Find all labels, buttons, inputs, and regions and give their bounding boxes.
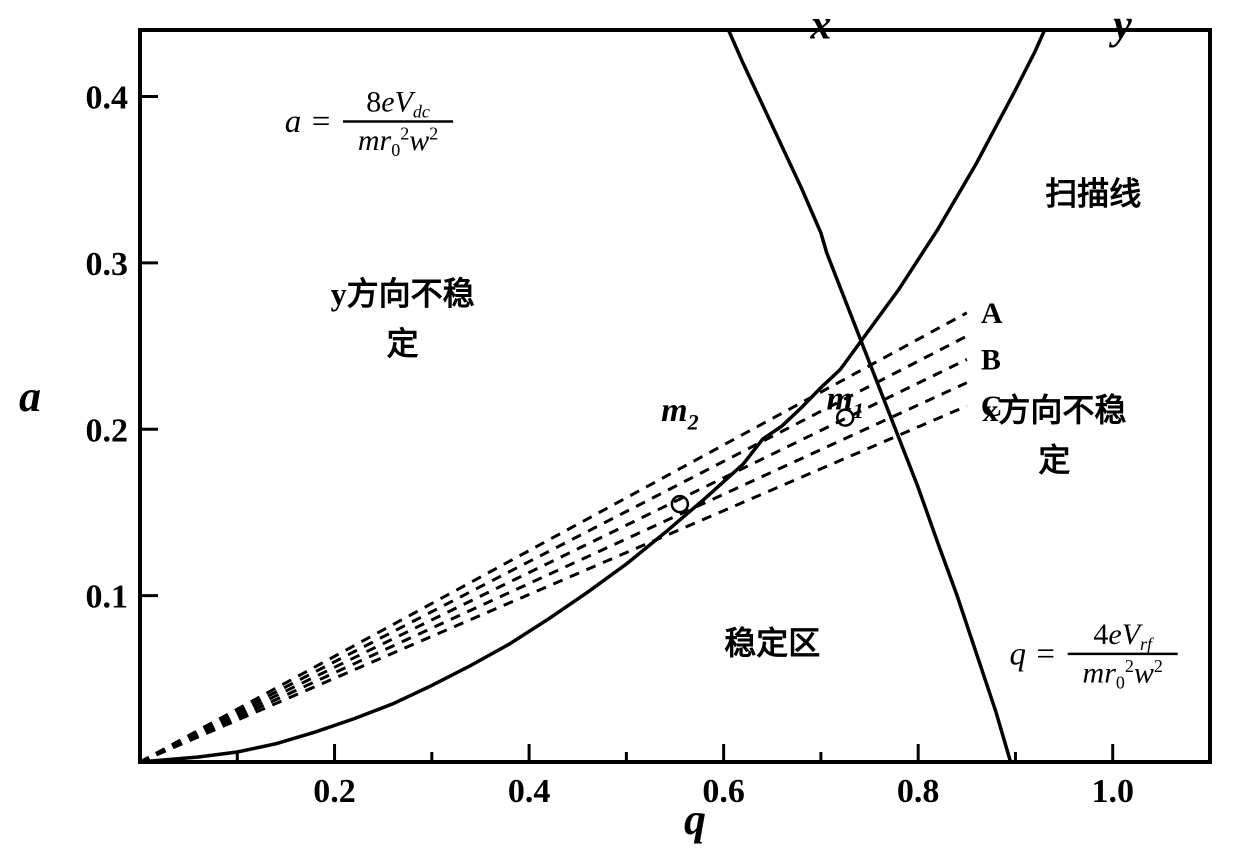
scan-line-end-label: B bbox=[981, 343, 1001, 376]
x-tick-label: 0.8 bbox=[897, 773, 940, 810]
y-tick-label: 0.3 bbox=[86, 246, 129, 283]
y-tick-label: 0.1 bbox=[86, 579, 129, 616]
y-unstable-label: y方向不稳 bbox=[331, 276, 475, 312]
svg-text:a: a bbox=[285, 104, 302, 140]
x-tick-label: 1.0 bbox=[1091, 773, 1134, 810]
x-unstable-label: x方向不稳 bbox=[982, 392, 1126, 428]
x-tick-label: 0.2 bbox=[313, 773, 356, 810]
y-unstable-label: 定 bbox=[387, 325, 419, 361]
x-tick-label: 0.4 bbox=[508, 773, 551, 810]
stability-diagram: 0.20.40.60.81.00.10.20.30.4qaABCxy扫描线y方向… bbox=[0, 0, 1240, 852]
svg-text:=: = bbox=[1036, 636, 1055, 672]
scan-line-end-label: A bbox=[981, 297, 1003, 330]
svg-text:q: q bbox=[1009, 636, 1026, 672]
y-tick-label: 0.2 bbox=[86, 412, 129, 449]
y-axis-label: a bbox=[19, 372, 41, 421]
x-tick-label: 0.6 bbox=[702, 773, 745, 810]
x-unstable-label: 定 bbox=[1038, 442, 1070, 478]
svg-text:=: = bbox=[312, 104, 331, 140]
stable-region-label: 稳定区 bbox=[724, 625, 820, 661]
curve-x-label: x bbox=[809, 2, 831, 48]
scan-line-label: 扫描线 bbox=[1045, 176, 1141, 212]
y-tick-label: 0.4 bbox=[86, 80, 129, 117]
x-axis-label: q bbox=[684, 795, 706, 844]
